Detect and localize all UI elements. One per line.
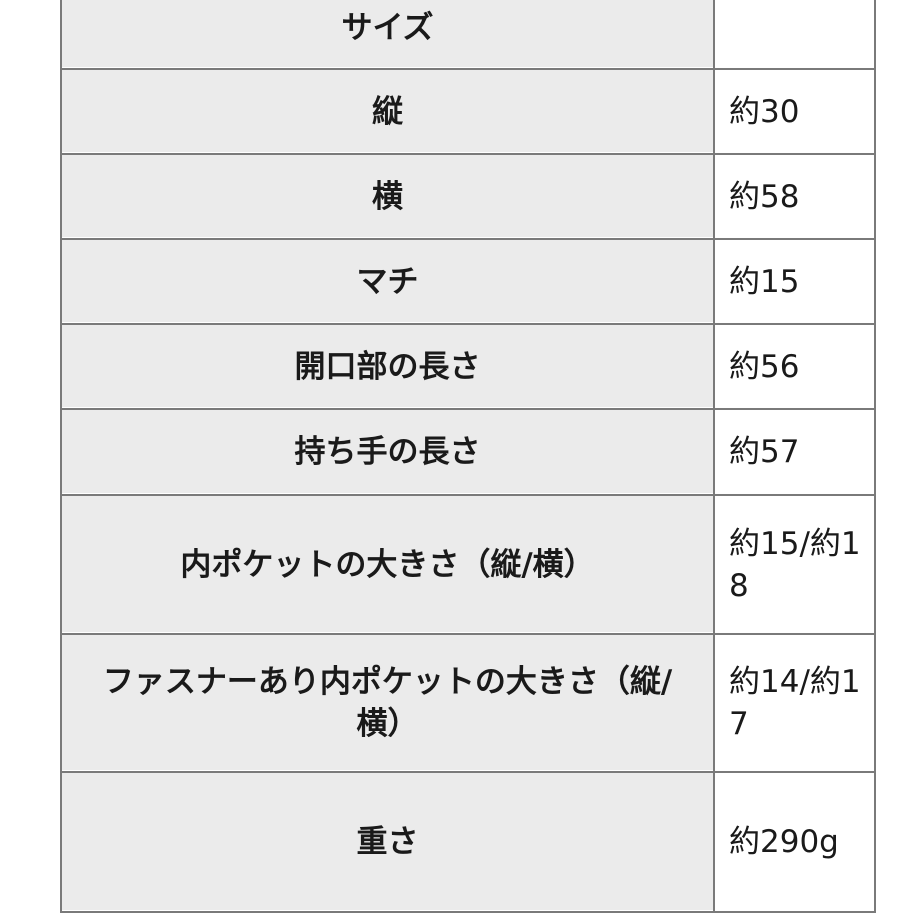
row-label: 持ち手の長さ [60,410,714,496]
table-row: サイズ [60,0,876,70]
row-value: 約290g [714,773,876,913]
row-label: 内ポケットの大きさ（縦/横） [60,496,714,635]
row-label: ファスナーあり内ポケットの大きさ（縦/横） [60,635,714,773]
table-row: 内ポケットの大きさ（縦/横） 約15/約18 [60,496,876,635]
row-value: 約15/約18 [714,496,876,635]
table-row: マチ 約15 [60,240,876,325]
row-label: サイズ [60,0,714,70]
table-row: 開口部の長さ 約56 [60,325,876,410]
size-table-container: サイズ 縦 約30 横 約58 マチ 約15 開口部の長さ 約56 持ち手の長さ… [60,0,876,913]
row-label: 重さ [60,773,714,913]
size-spec-table: サイズ 縦 約30 横 約58 マチ 約15 開口部の長さ 約56 持ち手の長さ… [60,0,876,913]
row-value: 約15 [714,240,876,325]
row-value: 約57 [714,410,876,496]
row-label: 横 [60,155,714,240]
table-row: 縦 約30 [60,70,876,155]
row-label: 縦 [60,70,714,155]
table-row: ファスナーあり内ポケットの大きさ（縦/横） 約14/約17 [60,635,876,773]
row-value [714,0,876,70]
row-label: マチ [60,240,714,325]
row-value: 約30 [714,70,876,155]
table-row: 持ち手の長さ 約57 [60,410,876,496]
row-value: 約58 [714,155,876,240]
row-value: 約56 [714,325,876,410]
row-value: 約14/約17 [714,635,876,773]
table-row: 重さ 約290g [60,773,876,913]
row-label: 開口部の長さ [60,325,714,410]
table-row: 横 約58 [60,155,876,240]
